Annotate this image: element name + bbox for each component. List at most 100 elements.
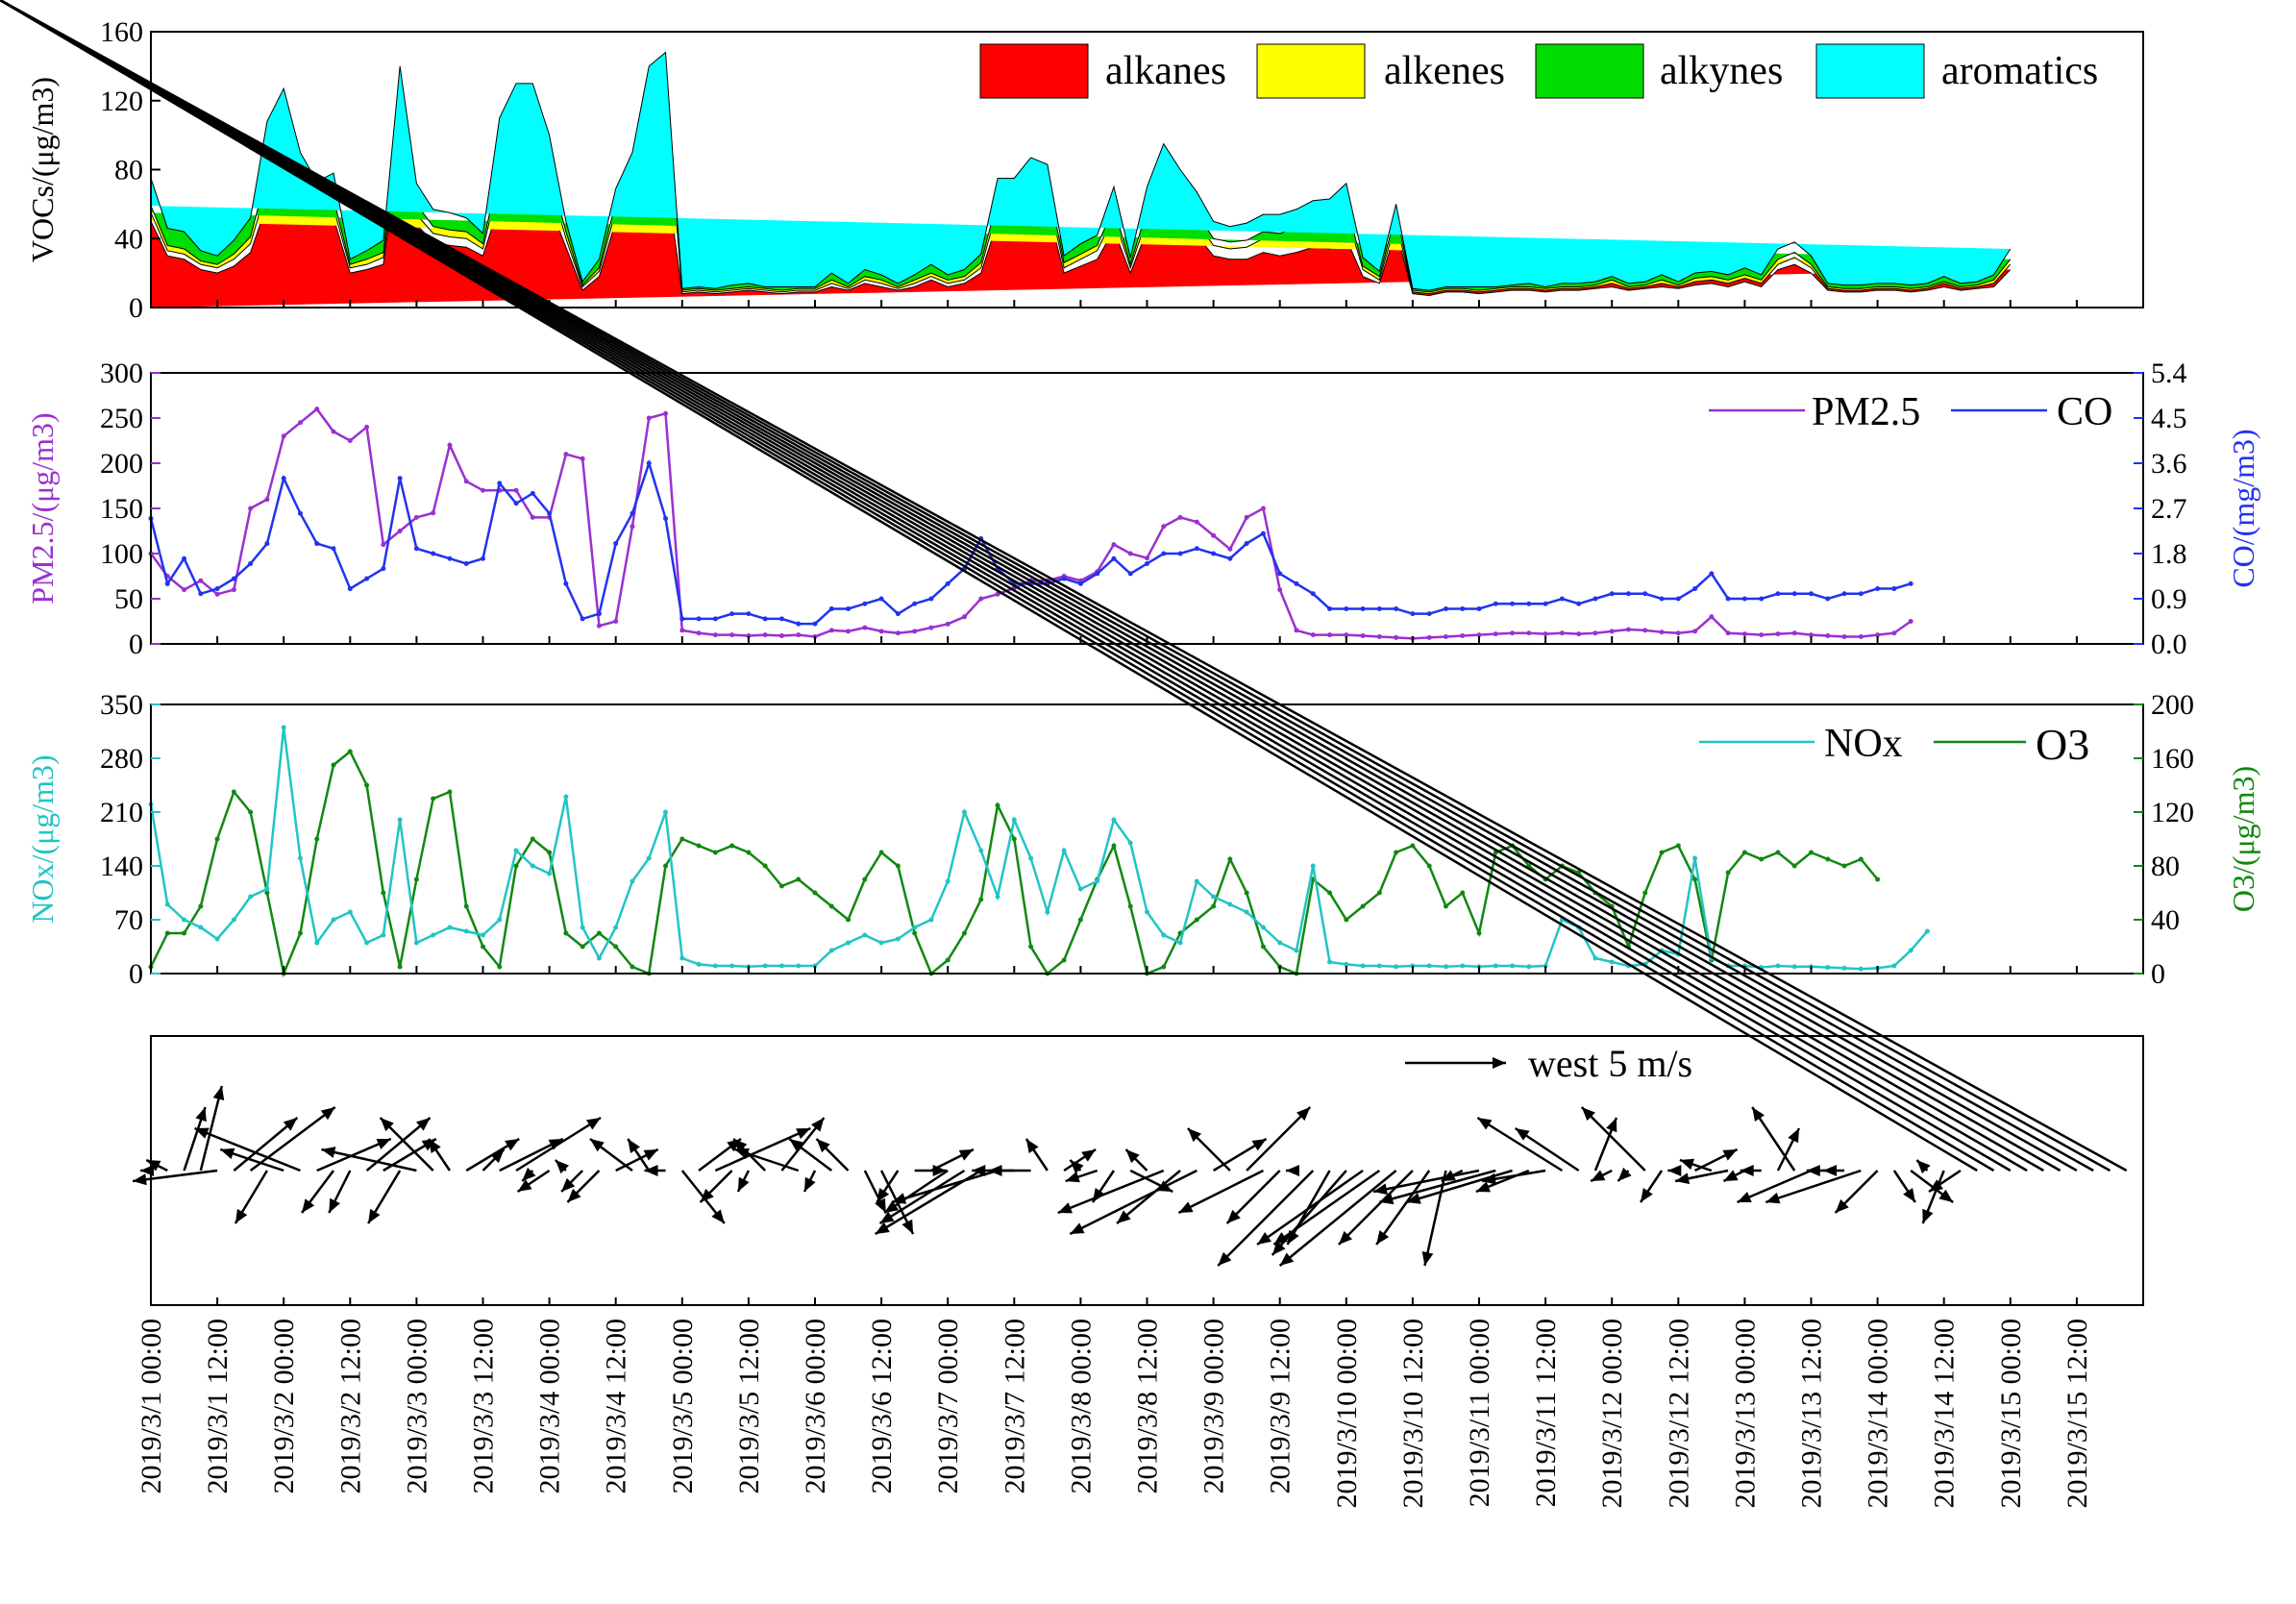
legend-label-alkynes: alkynes [1660,49,1783,93]
o3-point [978,897,984,902]
co-point [1095,571,1100,577]
wind-vector-head [1515,1128,1530,1141]
pm25-point [264,497,270,503]
wind-vector-head [811,1118,825,1132]
co-point [596,611,602,617]
nox-point [264,886,270,892]
wind-vector-head [796,1128,811,1140]
o3-point [1028,944,1034,950]
nox-point [580,925,585,930]
pm25-point [862,625,868,630]
pm25-point [331,429,336,434]
nox-point [347,909,353,915]
o3-point [214,836,220,842]
co-point [762,616,768,622]
nox-point [729,963,735,969]
nox-point [712,963,718,969]
o3-point [1642,890,1648,896]
o3-point [331,762,336,768]
wind-vector-head [1675,1172,1691,1185]
o3-point [812,890,818,896]
pm25-point [231,587,236,593]
o3-point [828,903,834,909]
pm25-point [1576,631,1582,637]
co-point [912,601,918,606]
nox-point [563,794,569,800]
nox-point [214,936,220,942]
nox-point [1510,963,1516,969]
co-point [1310,591,1316,597]
pm25-point [580,456,585,461]
co-point [1692,586,1698,592]
nox-o3-panel: 0 70 140 210 280 350 0 40 80 120 160 200 NOx/(μg/m3)… [25,689,2260,990]
wind-vector-head [140,1165,154,1176]
co-point [381,566,386,572]
nox-point [1460,963,1466,969]
co-point [1145,560,1149,566]
pm25-point [1127,551,1133,556]
wind-vector-head [1641,1188,1653,1202]
co-point [331,546,336,552]
wind-vector-head [958,1149,974,1161]
x-tick-label: 2019/3/5 00:00 [667,1319,699,1494]
wind-vector-head [555,1160,570,1174]
nox-point [961,809,967,815]
legend-swatch-alkanes [979,43,1089,99]
pm25-point [364,424,370,430]
nox-y-left-tick-label: 210 [100,797,143,828]
o3-point [1858,856,1864,862]
x-tick-label: 2019/3/10 00:00 [1331,1319,1363,1509]
co-point [1709,571,1715,577]
co-point [696,616,702,622]
pm25-point [1111,542,1117,548]
wind-vector-head [1279,1252,1295,1266]
nox-point [995,894,1000,900]
wind-vector-head [1081,1149,1097,1162]
pm25-point [513,487,519,493]
co-point [1642,591,1648,597]
co-point [513,501,519,506]
co-point [1111,555,1117,561]
o3-point [1825,856,1831,862]
wind-vector [0,0,2111,1172]
co-point [1244,541,1249,547]
legend-swatch-aromatics [1815,43,1925,99]
nox-point [1028,855,1034,861]
co-point [1327,605,1333,611]
o3-point [1460,890,1466,896]
wind-vector [1256,1169,1364,1246]
nox-point [1493,963,1498,969]
pm25-point [746,633,752,639]
pm25-point [1260,506,1266,511]
wind-vector-head [1477,1118,1493,1130]
pm-y-left-tick-label: 250 [100,403,143,434]
wind-vector-head [1070,1222,1085,1234]
wind-vector-head [1070,1160,1084,1174]
co-point [630,510,635,516]
co-point [796,621,802,627]
x-tick-label: 2019/3/9 12:00 [1265,1319,1296,1494]
nox-point [1791,964,1797,970]
nox-point [1077,886,1083,892]
o3-point [347,749,353,754]
pm25-point [248,506,254,511]
wind-vector-head [733,1139,748,1153]
pm-y-left-tick-label: 200 [100,448,143,480]
co-point [1344,605,1349,611]
wind-scale-arrow-head [1493,1057,1506,1069]
o3-point [729,843,735,849]
nox-point [513,848,519,853]
wind-vector-head [1752,1107,1765,1122]
co-point [679,616,685,622]
o3-point [679,836,685,842]
pm25-point [596,623,602,629]
pm-y-left-tick-label: 100 [100,538,143,570]
wind-vector [1372,1169,1480,1194]
o3-point [364,782,370,788]
wind-vector-head [589,1139,605,1152]
pm25-point [1194,519,1199,525]
co-point [347,586,353,592]
pm25-point [679,628,685,633]
co-point [1825,596,1831,602]
wind-vector-head [1475,1181,1492,1193]
